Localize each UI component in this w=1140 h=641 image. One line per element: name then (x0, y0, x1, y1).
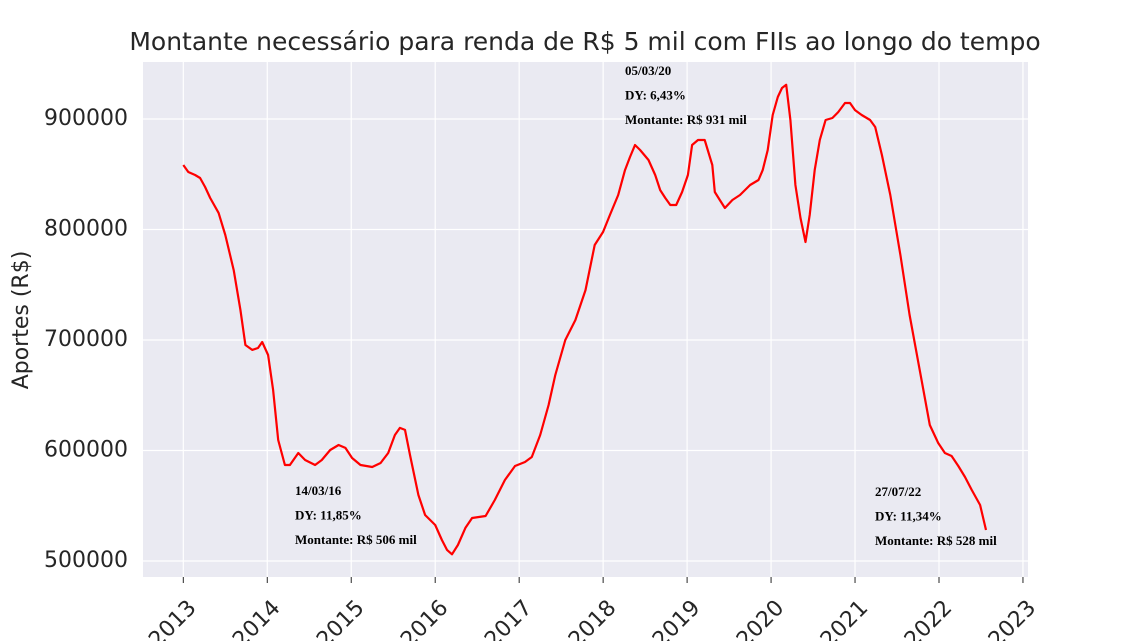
annotation: Montante: R$ 528 mil (875, 533, 997, 548)
x-tick-label: 2022 (900, 596, 957, 641)
x-tick-label: 2019 (648, 596, 705, 641)
x-tick-label: 2017 (480, 596, 537, 641)
plot-background (143, 62, 1028, 577)
annotation: DY: 11,34% (875, 508, 942, 523)
y-tick-label: 700000 (44, 327, 128, 352)
annotation: 05/03/20 (625, 63, 671, 78)
y-tick-label: 500000 (44, 548, 128, 573)
chart-title: Montante necessário para renda de R$ 5 m… (129, 27, 1040, 56)
x-tick-label: 2015 (312, 596, 369, 641)
y-tick-label: 600000 (44, 437, 128, 462)
y-tick-label: 900000 (44, 106, 128, 131)
annotation: DY: 6,43% (625, 87, 686, 102)
y-axis-label: Aportes (R$) (9, 251, 34, 390)
x-tick-label: 2023 (984, 596, 1041, 641)
annotation: 27/07/22 (875, 484, 921, 499)
x-tick-label: 2013 (144, 596, 201, 641)
x-tick-label: 2020 (732, 596, 789, 641)
y-tick-label: 800000 (44, 217, 128, 242)
x-tick-label: 2021 (816, 596, 873, 641)
annotation: Montante: R$ 506 mil (295, 532, 417, 547)
x-tick-label: 2018 (564, 596, 621, 641)
x-tick-label: 2016 (396, 596, 453, 641)
annotation: DY: 11,85% (295, 507, 362, 522)
data-line (182, 83, 988, 556)
annotation: 14/03/16 (295, 483, 342, 498)
x-tick-label: 2014 (228, 596, 285, 641)
annotation: Montante: R$ 931 mil (625, 112, 747, 127)
